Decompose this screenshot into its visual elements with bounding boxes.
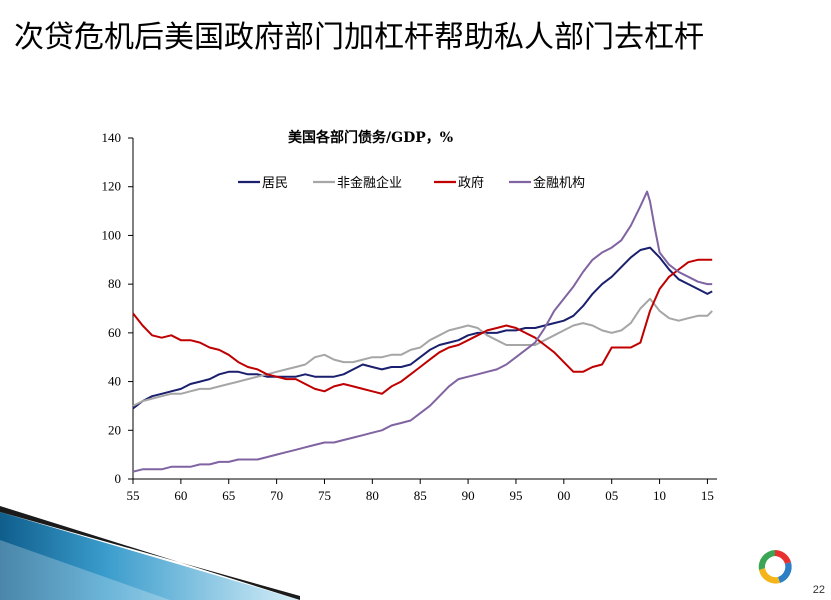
series-line-2: [132, 258, 713, 395]
page-number: 22: [812, 584, 825, 596]
company-logo: [758, 550, 792, 584]
x-tick-label: 10: [653, 488, 666, 503]
legend-label-1: 非金融企业: [337, 175, 402, 191]
x-tick-label: 60: [174, 488, 187, 503]
series-line-3: [132, 190, 713, 473]
y-tick-label: 140: [102, 130, 122, 145]
y-tick-label: 100: [102, 227, 122, 242]
x-tick-label: 55: [127, 488, 140, 503]
x-tick-label: 75: [318, 488, 331, 503]
series-group: [132, 190, 713, 473]
x-tick-label: 95: [509, 488, 522, 503]
x-tick-label: 85: [414, 488, 427, 503]
x-tick-label: 80: [366, 488, 379, 503]
series-line-1: [132, 297, 713, 407]
y-tick-label: 40: [108, 374, 121, 389]
legend-label-2: 政府: [458, 176, 484, 191]
legend: 居民 非金融企业 政府 金融机构: [238, 175, 585, 191]
y-tick-label: 20: [108, 422, 121, 437]
chart-title: 美国各部门债务/GDP，%: [288, 129, 453, 146]
y-tick-label: 60: [108, 325, 121, 340]
legend-label-3: 金融机构: [533, 175, 585, 191]
axes: 0 20 40 60 80 100 120 140 55 60 65 70 75 80 85 90 95 00 05…: [102, 130, 717, 503]
x-tick-label: 65: [222, 488, 235, 503]
slide-title: 次贷危机后美国政府部门加杠杆帮助私人部门去杠杆: [14, 20, 704, 55]
x-tick-label: 70: [270, 488, 283, 503]
series-line-0: [132, 246, 713, 410]
x-tick-label: 90: [462, 488, 475, 503]
y-tick-label: 120: [102, 179, 122, 194]
x-tick-label: 00: [557, 488, 570, 503]
y-tick-label: 0: [115, 471, 122, 486]
y-tick-label: 80: [108, 276, 121, 291]
x-tick-label: 15: [701, 488, 714, 503]
legend-label-0: 居民: [262, 176, 288, 191]
x-tick-label: 05: [605, 488, 618, 503]
